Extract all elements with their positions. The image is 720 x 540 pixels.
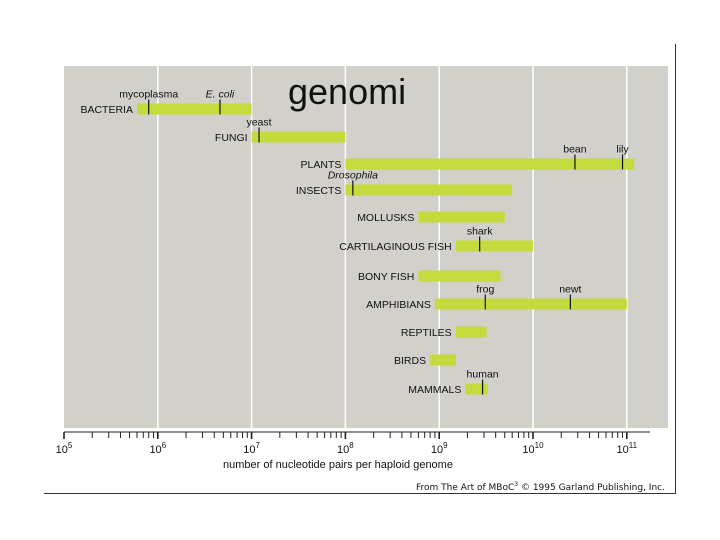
x-tick-exponent: 11 (629, 441, 638, 450)
x-tick-base: 10 (431, 444, 443, 456)
species-label: mycoplasma (119, 89, 178, 101)
frame-right-rule (675, 44, 676, 494)
credit-prefix: From The Art of MBoC (416, 483, 515, 493)
range-bar (465, 383, 488, 395)
x-tick-exponent: 10 (535, 441, 544, 450)
category-label: PLANTS (301, 159, 342, 171)
x-tick-base: 10 (243, 444, 255, 456)
category-label: MAMMALS (408, 384, 461, 396)
credit-edition: 3 (514, 481, 519, 488)
x-tick-base: 10 (149, 444, 161, 456)
x-tick-label: 105 (56, 441, 73, 456)
range-bar (345, 158, 635, 170)
x-tick-label: 1010 (522, 441, 544, 456)
category-label: AMPHIBIANS (366, 299, 431, 311)
species-label: lily (616, 144, 629, 156)
chart-panel (64, 66, 668, 428)
x-tick-base: 10 (617, 444, 629, 456)
range-bar (418, 270, 501, 282)
species-label: bean (563, 144, 587, 156)
x-tick-exponent: 5 (68, 441, 73, 450)
range-bar (136, 103, 252, 115)
x-tick-base: 10 (522, 444, 534, 456)
x-tick-base: 10 (337, 444, 349, 456)
range-bar (430, 354, 456, 366)
x-tick-base: 10 (56, 444, 68, 456)
x-tick-label: 109 (431, 441, 448, 456)
species-label: frog (476, 284, 494, 296)
x-tick-exponent: 6 (162, 441, 167, 450)
category-label: BACTERIA (80, 104, 133, 116)
species-label: E. coli (206, 89, 235, 101)
category-label: REPTILES (401, 327, 452, 339)
category-label: BIRDS (394, 355, 426, 367)
category-label: CARTILAGINOUS FISH (339, 241, 451, 253)
x-tick-label: 106 (149, 441, 166, 456)
x-tick-exponent: 8 (349, 441, 354, 450)
species-label: human (467, 369, 499, 381)
category-label: BONY FISH (358, 271, 414, 283)
x-tick-exponent: 9 (443, 441, 448, 450)
category-label: FUNGI (215, 132, 248, 144)
species-label: newt (559, 284, 581, 296)
category-label: MOLLUSKS (357, 212, 414, 224)
range-bar (418, 211, 505, 223)
x-tick-label: 107 (243, 441, 260, 456)
category-label: INSECTS (296, 185, 342, 197)
species-label: yeast (246, 117, 271, 129)
range-bar (455, 240, 533, 252)
x-tick-label: 1011 (617, 441, 638, 456)
range-bar (455, 326, 487, 338)
x-tick-label: 108 (337, 441, 354, 456)
credit-suffix: © 1995 Garland Publishing, Inc. (518, 483, 665, 493)
range-bar (251, 131, 346, 143)
credit-line: From The Art of MBoC3 © 1995 Garland Pub… (416, 481, 665, 493)
x-tick-exponent: 7 (255, 441, 260, 450)
slide-title: genomi (288, 71, 407, 112)
x-axis-label: number of nucleotide pairs per haploid g… (223, 459, 453, 471)
frame-bottom-rule (44, 493, 676, 494)
species-label: Drosophila (328, 170, 378, 182)
range-bar (345, 184, 513, 196)
species-label: shark (467, 226, 493, 238)
range-bar (434, 298, 627, 310)
